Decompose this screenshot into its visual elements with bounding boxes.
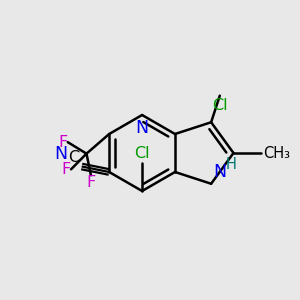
- Text: F: F: [58, 135, 68, 150]
- Text: H: H: [225, 157, 236, 172]
- Text: Cl: Cl: [134, 146, 150, 161]
- Text: CH₃: CH₃: [263, 146, 290, 160]
- Text: Cl: Cl: [212, 98, 228, 112]
- Text: F: F: [86, 175, 95, 190]
- Text: C: C: [68, 150, 79, 165]
- Text: N: N: [136, 119, 149, 137]
- Text: N: N: [54, 145, 67, 163]
- Text: N: N: [213, 163, 226, 181]
- Text: F: F: [62, 162, 71, 177]
